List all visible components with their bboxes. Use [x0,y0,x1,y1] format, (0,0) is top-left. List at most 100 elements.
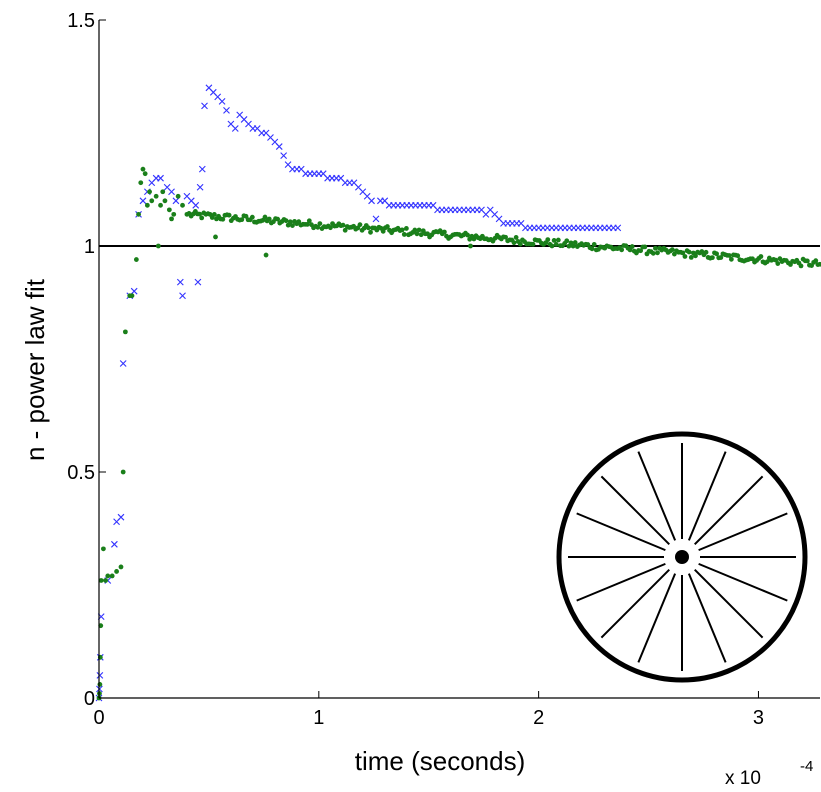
wheel-spoke [687,451,727,541]
data-point-dot [328,225,333,231]
data-point-x [614,224,622,232]
data-point-dot [122,329,128,335]
data-point-x [275,143,283,150]
data-point-x [368,197,375,205]
data-point-dot [98,578,104,583]
data-point-dot [669,247,675,253]
wheel-hub [675,550,689,564]
data-point-dot [100,546,106,552]
data-point-dot [798,263,804,269]
data-point-x [96,672,104,679]
wheel-spoke [576,562,666,602]
series-1 [96,166,821,701]
wheel-spokes-icon [556,431,808,683]
y-tick-label: 1 [84,236,95,258]
wheel-spoke [637,451,677,541]
data-point-dot [638,248,644,254]
data-point-dot [239,217,245,223]
data-point-x [117,513,125,521]
data-point-dot [385,224,390,229]
x-axis-multiplier-exponent: -4 [800,758,813,775]
data-point-dot [162,198,168,204]
data-point-dot [655,250,660,256]
data-point-x [179,292,186,300]
data-point-dot [158,202,163,208]
data-point-dot [773,257,779,263]
x-tick-label: 1 [313,707,324,729]
data-point-dot [503,234,508,240]
data-point-dot [682,254,688,259]
data-point-dot [283,218,289,224]
data-point-dot [263,252,269,258]
data-point-dot [175,193,181,199]
data-point-dot [140,166,146,172]
data-point-x [139,197,147,205]
data-point-dot [703,249,709,255]
data-point-dot [764,259,770,265]
data-point-dot [688,255,694,260]
data-point-x [231,125,239,132]
axes: 0 0.5 1 1.5 0 1 2 3 [67,10,820,729]
data-point-dot [290,223,295,228]
data-point-dot [619,247,625,253]
data-point-dot [380,228,386,234]
data-point-dot [153,193,159,199]
wheel-spoke [600,569,670,639]
data-point-x [110,540,118,548]
data-point-dot [517,241,523,247]
data-point-dot [650,250,656,256]
data-point-dot [758,254,764,259]
wheel-spoke [637,573,677,663]
data-point-dot [109,573,115,579]
data-point-dot [465,232,470,238]
data-point-dot [553,242,559,247]
data-point-x [196,183,204,191]
data-point-dot [570,243,576,249]
data-point-dot [589,246,595,252]
data-point-dot [287,219,293,225]
data-point-dot [266,216,272,222]
data-point-x [218,97,226,105]
data-point-dot [357,222,363,228]
data-point-dot [513,235,519,240]
x-axis-multiplier: x 10 -4 [725,758,813,789]
x-axis-multiplier-base: x 10 [725,768,761,789]
data-point-dot [171,211,177,217]
data-point-dot [160,189,166,195]
data-point-dot [249,214,255,220]
data-point-dot [680,250,686,256]
data-point-dot [412,227,418,233]
data-point-dot [817,261,821,267]
series-0 [95,84,622,702]
data-point-dot [275,216,281,222]
data-point-dot [315,224,321,230]
data-point-dot [555,237,561,243]
y-tick-label: 0 [84,688,95,710]
data-point-x [176,278,184,286]
data-point-dot [686,249,692,255]
data-point-dot [136,211,141,217]
data-point-dot [441,229,447,235]
data-point-dot [166,207,172,213]
data-point-dot [728,256,734,262]
x-tick-label: 3 [753,707,764,729]
data-point-dot [114,569,119,574]
data-point-dot [545,237,551,243]
wheel-spoke [600,475,670,545]
data-point-x [168,188,175,196]
wheel-spoke [576,512,666,552]
data-point-dot [243,213,249,219]
plot-area [95,84,821,702]
data-point-dot [591,241,597,247]
data-point-dot [775,261,781,266]
wheel-spoke [694,569,764,639]
data-point-dot [714,251,719,257]
data-point-x [223,107,230,114]
data-point-dot [144,202,150,208]
data-point-dot [414,231,420,237]
x-axis-label: time (seconds) [355,746,526,776]
data-point-x [280,152,288,159]
data-point-dot [306,218,312,224]
data-point-dot [401,232,407,237]
data-point-x [372,215,380,223]
